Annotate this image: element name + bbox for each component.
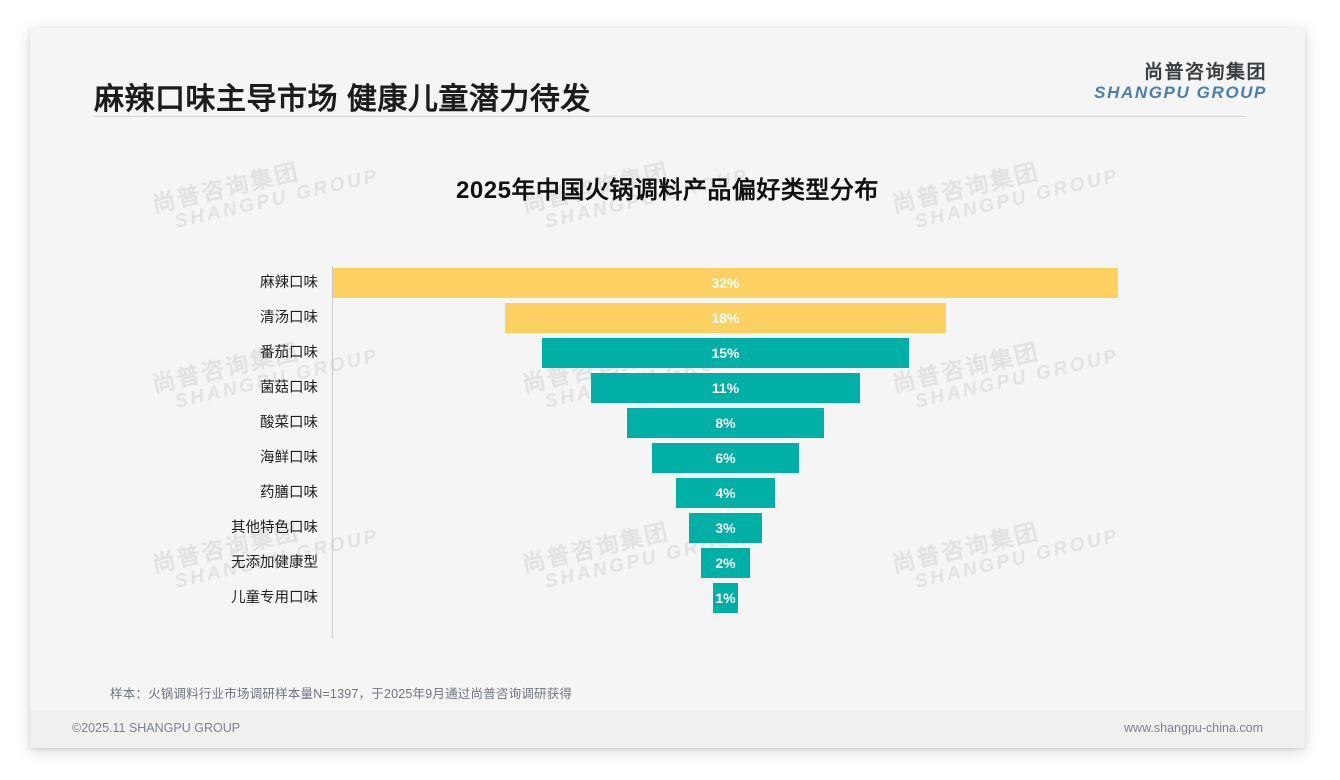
bar-value-label: 1% — [715, 590, 736, 606]
bar-track: 1% — [333, 581, 1195, 616]
category-label: 番茄口味 — [260, 345, 318, 361]
chart-bar[interactable] — [590, 373, 861, 403]
chart-bar[interactable] — [688, 513, 763, 543]
bar-track: 32% — [333, 266, 1195, 301]
chart-axis-line — [332, 266, 333, 638]
bar-track: 3% — [333, 511, 1195, 546]
chart-title: 2025年中国火锅调料产品偏好类型分布 — [456, 177, 879, 204]
category-label: 菌菇口味 — [260, 380, 318, 396]
category-label: 麻辣口味 — [260, 275, 318, 291]
chart-bar[interactable] — [651, 443, 800, 473]
chart-bar[interactable] — [333, 268, 1118, 298]
category-label: 儿童专用口味 — [231, 590, 318, 606]
bar-track: 4% — [333, 476, 1195, 511]
bar-value-label: 6% — [715, 450, 736, 466]
chart-rows: 麻辣口味 32% 清汤口味 18% 番茄口味 15% 菌菇口味 11% 酸菜口味 8% 海鲜口味 6%… — [135, 266, 1195, 616]
chart-row: 清汤口味 18% — [135, 301, 1195, 336]
chart-bar[interactable] — [504, 303, 947, 333]
bar-value-label: 18% — [711, 310, 740, 326]
bar-value-label: 2% — [715, 555, 736, 571]
funnel-chart: 麻辣口味 32% 清汤口味 18% 番茄口味 15% 菌菇口味 11% 酸菜口味 8% 海鲜口味 6%… — [135, 266, 1195, 638]
bar-value-label: 4% — [715, 485, 736, 501]
chart-row: 海鲜口味 6% — [135, 441, 1195, 476]
slide-canvas: 尚普咨询集团 SHANGPU GROUP 尚普咨询集团 SHANGPU GROUP 尚普… — [30, 28, 1305, 748]
header-divider — [94, 116, 1246, 117]
chart-row: 麻辣口味 32% — [135, 266, 1195, 301]
category-label: 无添加健康型 — [231, 555, 318, 571]
bar-value-label: 3% — [715, 520, 736, 536]
chart-row: 其他特色口味 3% — [135, 511, 1195, 546]
slide-footer: ©2025.11 SHANGPU GROUP www.shangpu-china… — [30, 710, 1305, 748]
bar-value-label: 11% — [711, 380, 740, 396]
brand-logo-cn: 尚普咨询集团 — [1143, 62, 1267, 83]
chart-bar[interactable] — [676, 478, 775, 508]
chart-bar[interactable] — [627, 408, 824, 438]
chart-row: 无添加健康型 2% — [135, 546, 1195, 581]
bar-track: 2% — [333, 546, 1195, 581]
bar-value-label: 8% — [715, 415, 736, 431]
brand-logo-en: SHANGPU GROUP — [1094, 83, 1267, 103]
bar-track: 18% — [333, 301, 1195, 336]
category-label: 其他特色口味 — [231, 520, 318, 536]
category-label: 酸菜口味 — [260, 415, 318, 431]
footer-copyright: ©2025.11 SHANGPU GROUP — [72, 721, 241, 735]
bar-track: 11% — [333, 371, 1195, 406]
bar-track: 8% — [333, 406, 1195, 441]
slide-header: 麻辣口味主导市场 健康儿童潜力待发 尚普咨询集团 SHANGPU GROUP — [30, 28, 1305, 118]
chart-row: 儿童专用口味 1% — [135, 581, 1195, 616]
page-title: 麻辣口味主导市场 健康儿童潜力待发 — [94, 83, 591, 116]
chart-bar[interactable] — [541, 338, 910, 368]
bar-value-label: 15% — [711, 345, 740, 361]
category-label: 清汤口味 — [260, 310, 318, 326]
brand-logo: 尚普咨询集团 SHANGPU GROUP — [1094, 62, 1267, 102]
chart-bar[interactable] — [713, 583, 738, 613]
chart-bar[interactable] — [700, 548, 751, 578]
category-label: 海鲜口味 — [260, 450, 318, 466]
chart-row: 番茄口味 15% — [135, 336, 1195, 371]
bar-track: 6% — [333, 441, 1195, 476]
chart-row: 酸菜口味 8% — [135, 406, 1195, 441]
chart-row: 药膳口味 4% — [135, 476, 1195, 511]
category-label: 药膳口味 — [260, 485, 318, 501]
bar-value-label: 32% — [711, 275, 740, 291]
footer-website[interactable]: www.shangpu-china.com — [1124, 721, 1263, 735]
chart-footnote: 样本：火锅调料行业市场调研样本量N=1397，于2025年9月通过尚普咨询调研获… — [110, 687, 573, 701]
bar-track: 15% — [333, 336, 1195, 371]
chart-row: 菌菇口味 11% — [135, 371, 1195, 406]
